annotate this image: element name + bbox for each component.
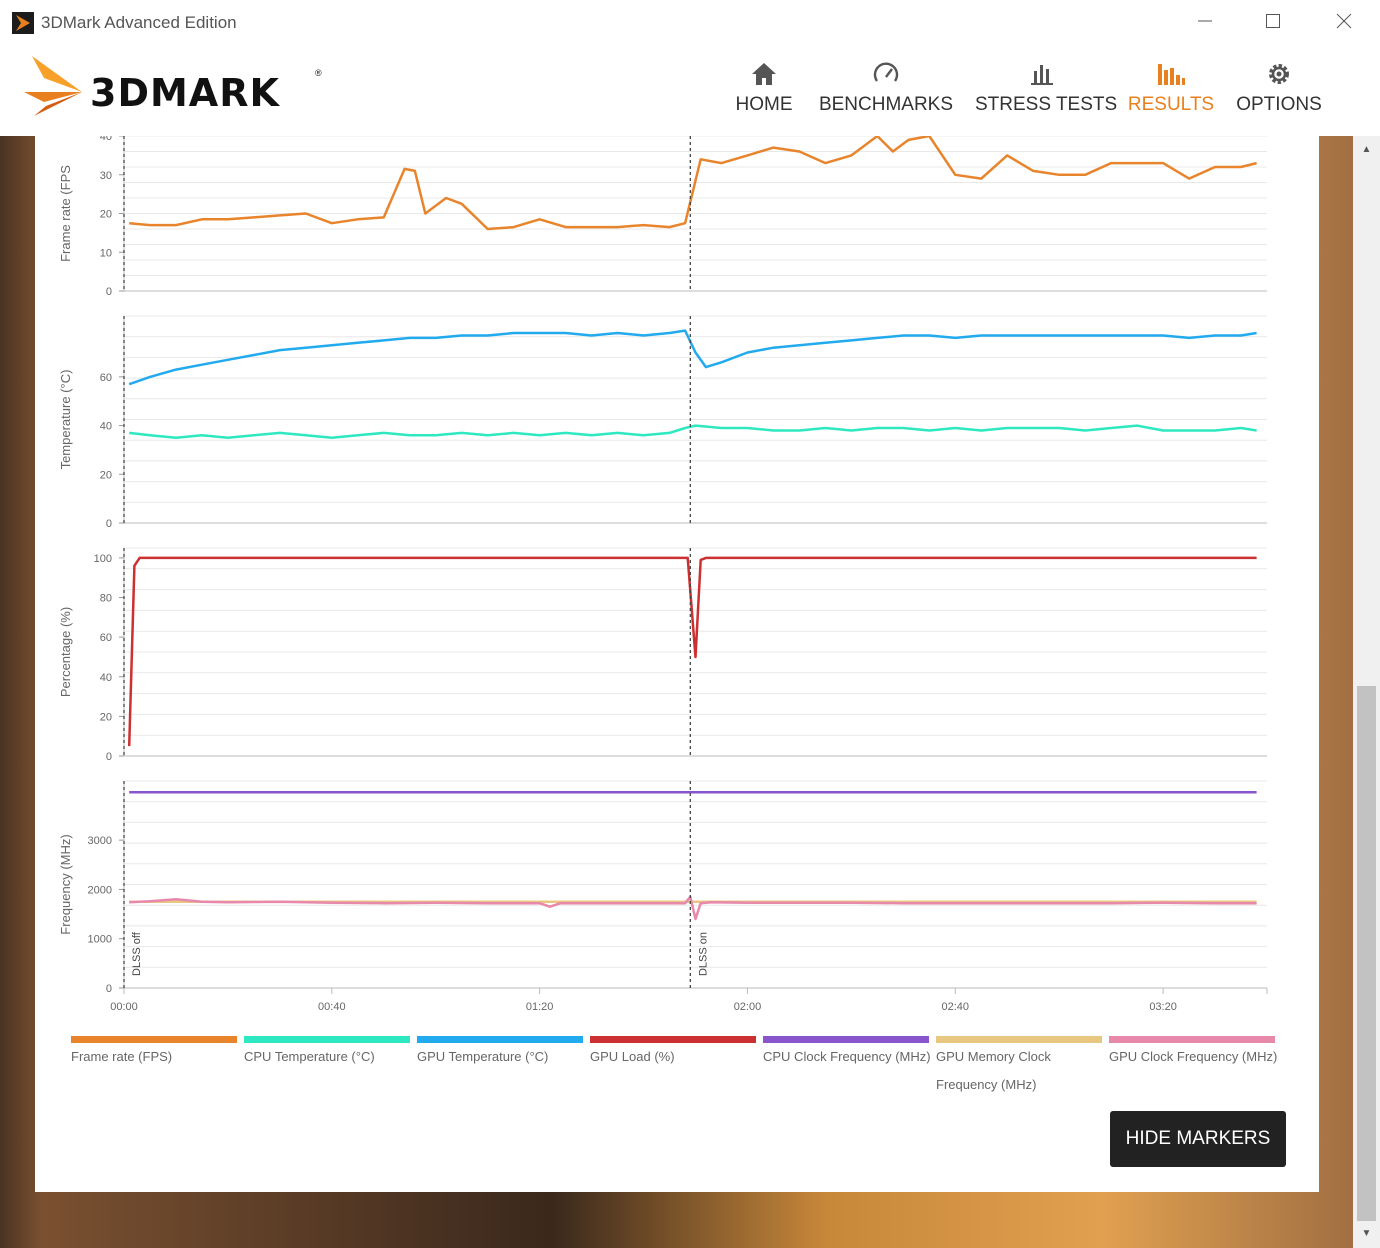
y-axis-label: Frequency (MHz) [58, 834, 73, 934]
y-tick-label: 40 [100, 421, 112, 433]
nav-results-label: RESULTS [1127, 94, 1215, 115]
window-title: 3DMark Advanced Edition [41, 13, 237, 32]
results-panel: 0 10 20 30 40 Frame rate (FPS 0 20 40 60 Temperatu… [35, 136, 1319, 1192]
y-tick-label: 0 [106, 518, 112, 530]
y-tick-label: 60 [100, 632, 112, 644]
y-tick-label: 40 [100, 672, 112, 684]
y-tick-label: 20 [100, 711, 112, 723]
app-icon [12, 12, 34, 34]
scroll-up-arrow-icon[interactable]: ▲ [1361, 144, 1372, 155]
marker-label: DLSS off [131, 931, 143, 976]
logo-text: 3DMARK [90, 71, 280, 115]
maximize-icon [1266, 14, 1280, 28]
y-tick-label: 3000 [88, 835, 112, 847]
close-button[interactable] [1322, 6, 1366, 40]
series-line [129, 895, 1257, 921]
scroll-thumb[interactable] [1357, 686, 1376, 1221]
nav-home[interactable]: HOME [728, 58, 800, 128]
bars-icon [1031, 65, 1053, 85]
nav-home-label: HOME [735, 94, 793, 115]
marker-label: DLSS on [697, 932, 709, 976]
legend-swatch [590, 1036, 756, 1043]
hide-markers-button[interactable]: HIDE MARKERS [1110, 1111, 1286, 1167]
x-tick-label: 00:40 [318, 1001, 346, 1013]
nav-benchmarks-label: BENCHMARKS [818, 94, 954, 115]
monitoring-chart: 0 10 20 30 40 Frame rate (FPS 0 20 40 60 Temperatu… [58, 136, 1268, 1013]
y-tick-label: 40 [100, 136, 112, 143]
y-tick-label: 0 [106, 286, 112, 298]
legend-swatch [244, 1036, 410, 1043]
legend-label: GPU Clock Frequency (MHz) [1109, 1049, 1278, 1064]
nav-benchmarks[interactable]: BENCHMARKS [816, 58, 956, 128]
y-tick-label: 2000 [88, 884, 112, 896]
y-tick-label: 1000 [88, 934, 112, 946]
minimize-icon [1198, 20, 1212, 22]
legend-swatch [1109, 1036, 1275, 1043]
y-tick-label: 60 [100, 372, 112, 384]
series-line [129, 424, 1257, 440]
y-axis-label: Frame rate (FPS [58, 165, 73, 262]
gear-icon [1269, 64, 1289, 84]
scrollbar[interactable]: ▲ ▼ [1353, 136, 1380, 1248]
legend-label: CPU Clock Frequency (MHz) [763, 1049, 931, 1064]
series-line [128, 329, 1257, 386]
minimize-button[interactable] [1183, 6, 1227, 40]
x-tick-label: 02:40 [942, 1001, 970, 1013]
scroll-down-arrow-icon[interactable]: ▼ [1361, 1228, 1372, 1239]
y-tick-label: 20 [100, 209, 112, 221]
title-bar: 3DMark Advanced Edition [0, 0, 1380, 48]
y-tick-label: 30 [100, 170, 112, 182]
legend-label: Frame rate (FPS) [71, 1049, 173, 1064]
nav-stress-tests[interactable]: STRESS TESTS [975, 58, 1118, 128]
nav-options-label: OPTIONS [1236, 94, 1322, 115]
legend-label: GPU Temperature (°C) [417, 1049, 549, 1064]
nav-options[interactable]: OPTIONS [1233, 58, 1325, 128]
legend-label: GPU Load (%) [590, 1049, 675, 1064]
x-tick-label: 00:00 [110, 1001, 138, 1013]
y-tick-label: 20 [100, 469, 112, 481]
legend-label: Frequency (MHz) [936, 1077, 1037, 1092]
legend-swatch [936, 1036, 1102, 1043]
legend-swatch [71, 1036, 237, 1043]
nav-stress-tests-label: STRESS TESTS [975, 94, 1118, 115]
legend-swatch [763, 1036, 929, 1043]
y-tick-label: 100 [94, 553, 112, 565]
series-line [127, 556, 1257, 747]
y-axis-label: Temperature (°C) [58, 370, 73, 470]
logo-registered-mark: ® [315, 68, 322, 78]
maximize-button[interactable] [1251, 6, 1295, 40]
y-tick-label: 0 [106, 983, 112, 995]
legend-label: CPU Temperature (°C) [244, 1049, 375, 1064]
y-tick-label: 80 [100, 593, 112, 605]
y-tick-label: 10 [100, 247, 112, 259]
3dmark-logo-icon [24, 56, 82, 116]
x-tick-label: 02:00 [734, 1001, 762, 1013]
y-tick-label: 0 [106, 751, 112, 763]
y-axis-label: Percentage (%) [58, 607, 73, 697]
bar-chart-icon [1158, 64, 1185, 85]
x-tick-label: 01:20 [526, 1001, 554, 1013]
app-header: 3DMARK ® HOME BENCHMARKS STRESS TESTS [0, 48, 1380, 136]
gauge-icon [873, 62, 899, 82]
x-tick-label: 03:20 [1149, 1001, 1177, 1013]
home-icon [752, 63, 776, 85]
legend-label: GPU Memory Clock [936, 1049, 1051, 1064]
legend-swatch [417, 1036, 583, 1043]
close-icon [1336, 13, 1352, 29]
nav-results[interactable]: RESULTS [1126, 58, 1216, 128]
series-line [129, 136, 1257, 231]
